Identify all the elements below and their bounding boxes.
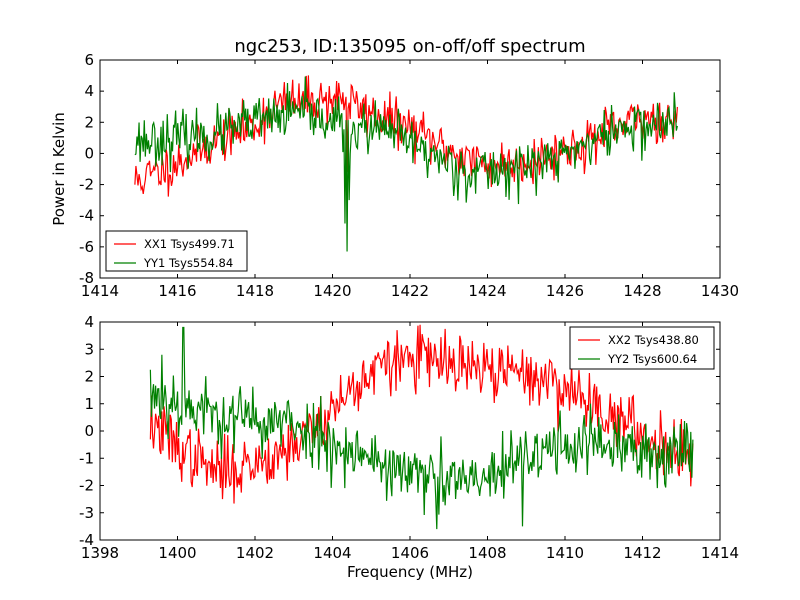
bottom-y-tick-label: 4 — [84, 313, 94, 331]
top-series-2-line — [134, 76, 678, 252]
bottom-plot: Frequency (MHz) 1398 1400 1402 1404 1406 1408… — [79, 313, 739, 581]
bottom-plot-axes: 1398 1400 1402 1404 1406 1408 1410 1412 1414-4-3… — [79, 313, 739, 562]
top-legend-entry-2: YY1 Tsys554.84 — [143, 256, 233, 270]
bottom-y-tick-label: 0 — [84, 422, 94, 440]
top-y-tick-label: 0 — [84, 144, 94, 162]
bottom-x-tick-label: 1402 — [236, 544, 274, 562]
bottom-legend-entry-1: XX2 Tsys438.80 — [608, 333, 699, 347]
bottom-legend: XX2 Tsys438.80 YY2 Tsys600.64 — [569, 326, 715, 370]
top-y-tick-label: 6 — [84, 51, 94, 69]
bottom-x-tick-label: 1414 — [701, 544, 739, 562]
top-plot-lines — [134, 75, 678, 252]
bottom-y-tick-label: -4 — [79, 531, 94, 549]
top-x-tick-label: 1418 — [236, 282, 274, 300]
top-legend-box — [105, 230, 248, 272]
top-x-tick-label: 1424 — [468, 282, 506, 300]
top-legend-entry-1: XX1 Tsys499.71 — [144, 237, 235, 251]
top-y-tick-label: -2 — [79, 176, 94, 194]
top-plot-axes: 1414 1416 1418 1420 1422 1424 1426 1428 1430 -8 -6… — [79, 51, 739, 300]
y-axis-label: Power in Kelvin — [50, 112, 68, 226]
bottom-y-tick-label: 3 — [84, 340, 94, 358]
top-plot: ngc253, ID:135095 on-off/off spectrum Po… — [50, 36, 739, 300]
chart-title: ngc253, ID:135095 on-off/off spectrum — [234, 36, 585, 57]
top-y-tick-label: -6 — [79, 238, 94, 256]
top-x-tick-label: 1430 — [701, 282, 739, 300]
bottom-series-2-line — [149, 326, 694, 530]
top-x-tick-label: 1416 — [158, 282, 196, 300]
bottom-x-tick-label: 1398 — [81, 544, 119, 562]
bottom-legend-box — [569, 326, 715, 370]
bottom-y-tick-label: 2 — [84, 368, 94, 386]
top-y-tick-label: -4 — [79, 207, 94, 225]
bottom-x-tick-label: 1410 — [546, 544, 584, 562]
bottom-series-1-line — [149, 324, 694, 504]
bottom-x-tick-label: 1400 — [158, 544, 196, 562]
top-y-tick-label: 4 — [84, 82, 94, 100]
top-y-tick-label: 2 — [84, 113, 94, 131]
top-x-tick-label: 1426 — [546, 282, 584, 300]
bottom-y-tick-label: -1 — [79, 449, 94, 467]
bottom-x-tick-label: 1404 — [313, 544, 351, 562]
bottom-x-tick-label: 1408 — [468, 544, 506, 562]
bottom-legend-entry-2: YY2 Tsys600.64 — [607, 352, 697, 366]
top-x-tick-label: 1420 — [313, 282, 351, 300]
bottom-x-tick-label: 1412 — [623, 544, 661, 562]
x-axis-label: Frequency (MHz) — [347, 563, 473, 581]
bottom-x-tick-label: 1406 — [391, 544, 429, 562]
bottom-y-tick-label: 1 — [84, 395, 94, 413]
top-legend: XX1 Tsys499.71 YY1 Tsys554.84 — [105, 230, 248, 272]
top-y-tick-label: -8 — [79, 269, 94, 287]
bottom-y-tick-label: -2 — [79, 477, 94, 495]
bottom-y-tick-label: -3 — [79, 504, 94, 522]
top-x-tick-label: 1414 — [81, 282, 119, 300]
bottom-plot-lines — [149, 324, 694, 530]
top-x-tick-label: 1428 — [623, 282, 661, 300]
top-x-tick-label: 1422 — [391, 282, 429, 300]
